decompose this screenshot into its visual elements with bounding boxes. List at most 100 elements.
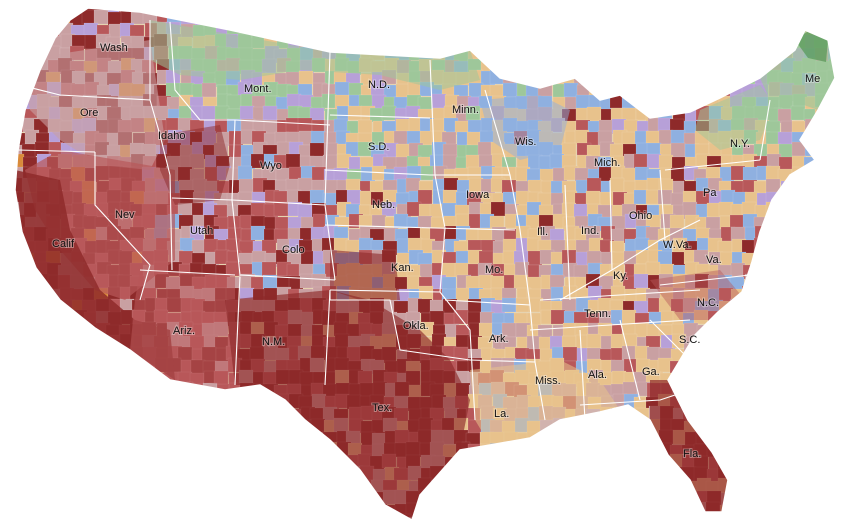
county-cell xyxy=(756,276,772,292)
county-cell xyxy=(599,48,615,64)
county-cell xyxy=(142,454,158,470)
county-cell xyxy=(648,33,664,49)
county-cell xyxy=(562,12,578,28)
county-cell xyxy=(165,465,181,481)
county-cell xyxy=(681,69,697,85)
county-cell xyxy=(839,120,853,134)
county-cell xyxy=(756,467,772,483)
county-cell xyxy=(359,9,375,25)
county-cell xyxy=(226,480,242,496)
county-cell xyxy=(48,358,64,374)
county-cell xyxy=(816,480,832,496)
county-cell xyxy=(202,492,218,508)
border-tn-south xyxy=(529,319,691,331)
county-cell xyxy=(768,323,784,339)
county-cell xyxy=(84,431,100,447)
county-cell xyxy=(358,22,374,38)
county-cell xyxy=(853,394,863,408)
county-cell xyxy=(15,94,16,110)
county-cell xyxy=(192,491,208,507)
county-cell xyxy=(767,21,783,37)
county-cell xyxy=(297,22,313,38)
county-cell xyxy=(129,442,145,458)
county-cell xyxy=(696,81,712,97)
county-cell xyxy=(706,393,722,409)
county-cell xyxy=(178,468,194,484)
county-cell xyxy=(36,384,52,400)
border-pa-ny xyxy=(664,159,761,171)
county-cell xyxy=(840,456,854,470)
county-cell xyxy=(237,191,253,207)
county-cell xyxy=(659,501,675,517)
county-cell xyxy=(456,503,472,519)
county-cell xyxy=(719,443,735,459)
county-cell xyxy=(93,393,109,409)
county-cell xyxy=(417,8,433,15)
county-cell xyxy=(165,443,181,459)
county-cell xyxy=(0,360,12,374)
county-cell xyxy=(45,312,61,328)
county-cell xyxy=(237,477,253,493)
region-nevada xyxy=(25,150,175,300)
county-cell xyxy=(202,514,218,520)
county-cell xyxy=(47,456,63,472)
county-cell xyxy=(503,58,519,74)
county-cell xyxy=(371,8,387,13)
county-cell xyxy=(850,155,863,169)
county-cell xyxy=(504,502,520,518)
county-cell xyxy=(719,420,735,436)
county-cell xyxy=(24,46,40,62)
county-cell xyxy=(489,490,505,506)
county-cell xyxy=(213,490,229,506)
county-cell xyxy=(681,357,697,373)
county-cell xyxy=(202,11,218,27)
county-cell xyxy=(838,205,852,219)
county-cell xyxy=(695,35,711,51)
county-cell xyxy=(165,480,181,496)
county-cell xyxy=(612,12,628,28)
county-cell xyxy=(15,250,27,266)
border-nm-tx xyxy=(324,289,331,386)
county-cell xyxy=(792,239,808,255)
county-cell xyxy=(45,372,61,388)
county-cell xyxy=(515,491,531,507)
county-cell xyxy=(465,453,481,469)
county-cell xyxy=(120,405,136,421)
county-cell xyxy=(814,10,830,26)
county-cell xyxy=(815,262,831,278)
county-cell xyxy=(310,492,326,508)
county-cell xyxy=(21,372,37,388)
county-cell xyxy=(45,395,61,411)
county-cell xyxy=(682,383,698,399)
county-cell xyxy=(609,515,625,520)
county-cell xyxy=(828,180,835,196)
county-cell xyxy=(549,455,565,471)
county-cell xyxy=(801,357,817,373)
county-cell xyxy=(141,405,157,421)
county-cell xyxy=(731,393,747,409)
county-cell xyxy=(216,406,232,422)
county-cell xyxy=(730,501,746,517)
county-cell xyxy=(357,503,373,519)
county-cell xyxy=(504,443,520,459)
county-cell xyxy=(755,35,771,51)
county-cell xyxy=(239,420,255,436)
county-cell xyxy=(826,154,835,170)
county-cell xyxy=(178,408,194,424)
county-cell xyxy=(852,491,863,505)
county-cell xyxy=(33,24,49,40)
county-cell xyxy=(792,492,808,508)
county-cell xyxy=(780,480,796,496)
county-cell xyxy=(516,22,532,38)
county-cell xyxy=(33,468,49,484)
county-cell xyxy=(21,515,37,520)
state-label-ind: Ind. xyxy=(581,225,599,237)
county-cell xyxy=(635,477,651,493)
county-cell xyxy=(287,441,303,457)
county-cell xyxy=(838,433,852,447)
county-cell xyxy=(227,417,243,433)
county-cell xyxy=(192,441,208,457)
state-label-ny: N.Y. xyxy=(730,138,750,150)
county-cell xyxy=(345,8,361,16)
county-cell xyxy=(237,468,253,484)
